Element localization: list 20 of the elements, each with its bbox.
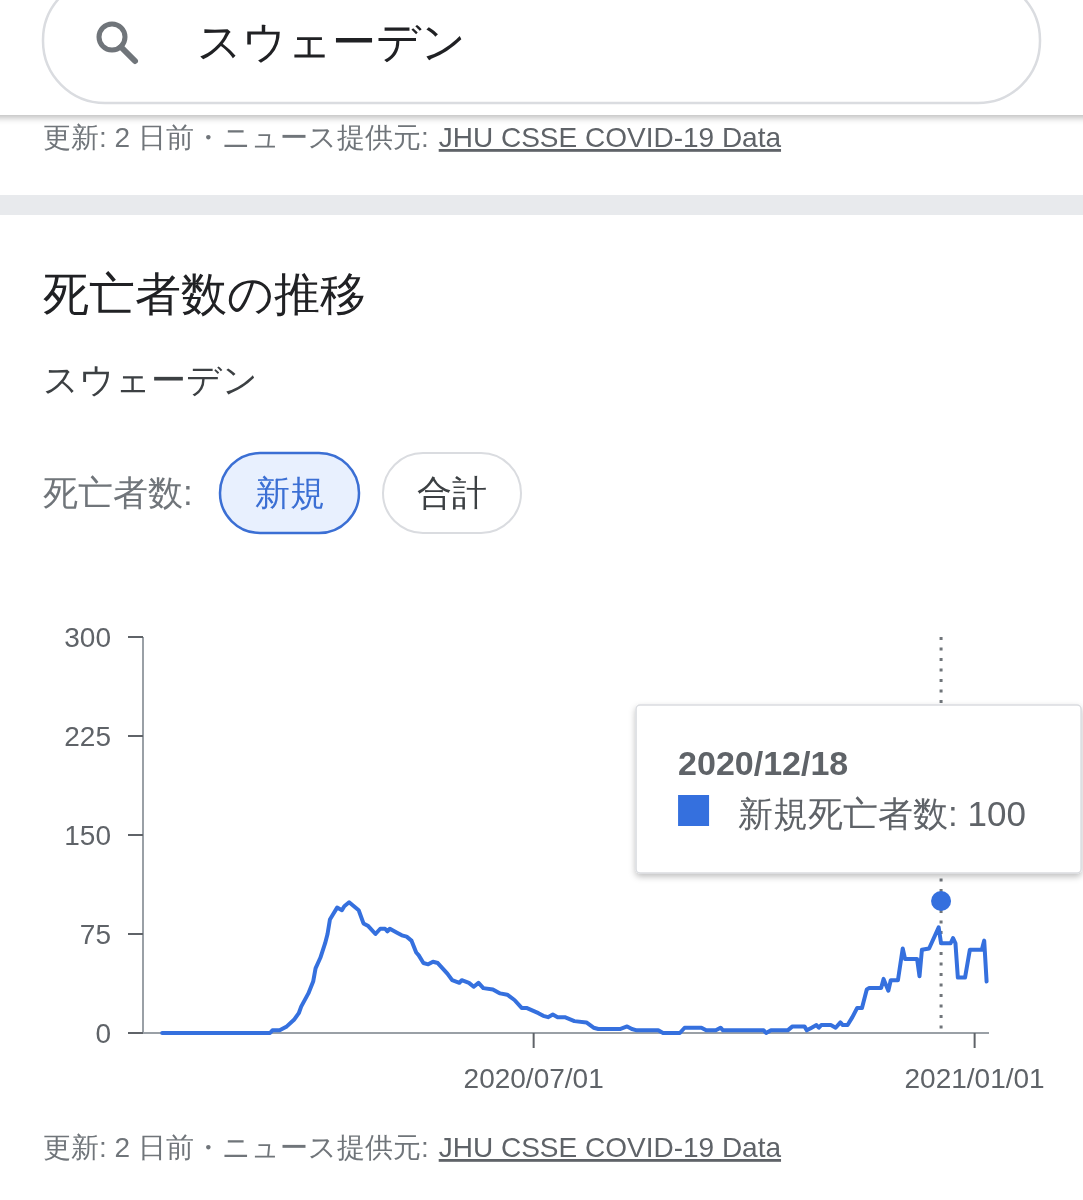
y-tick-label: 150: [64, 820, 111, 851]
button: 新規: [218, 451, 361, 535]
y-tick-label: 75: [79, 919, 111, 950]
tooltip: 2020/12/18 新規死亡者数: 100: [635, 704, 1082, 874]
y-tick-label: 300: [64, 622, 111, 653]
annotation: 2020/12/18: [678, 744, 849, 782]
x-tick-label: 2021/01/01: [904, 1063, 1045, 1094]
text: 死亡者数:: [43, 473, 193, 512]
y-tick-label: 225: [64, 721, 111, 752]
text: JHU CSSE COVID-19 Data: [438, 122, 782, 153]
text: 更新: 2 日前・ニュース提供元:: [43, 1132, 429, 1163]
annotation: 新規死亡者数: 100: [738, 794, 1026, 833]
chart-title: 死亡者数の推移: [43, 268, 366, 320]
y-tick-label: 0: [95, 1018, 111, 1049]
search-field: スウェーデン: [41, 0, 1042, 105]
button: 合計: [382, 452, 522, 534]
text: JHU CSSE COVID-19 Data: [438, 1132, 782, 1163]
x-tick-label: 2020/07/01: [463, 1063, 604, 1094]
chart-subtitle: スウェーデン: [43, 360, 258, 399]
text: 更新: 2 日前・ニュース提供元:: [43, 122, 429, 153]
